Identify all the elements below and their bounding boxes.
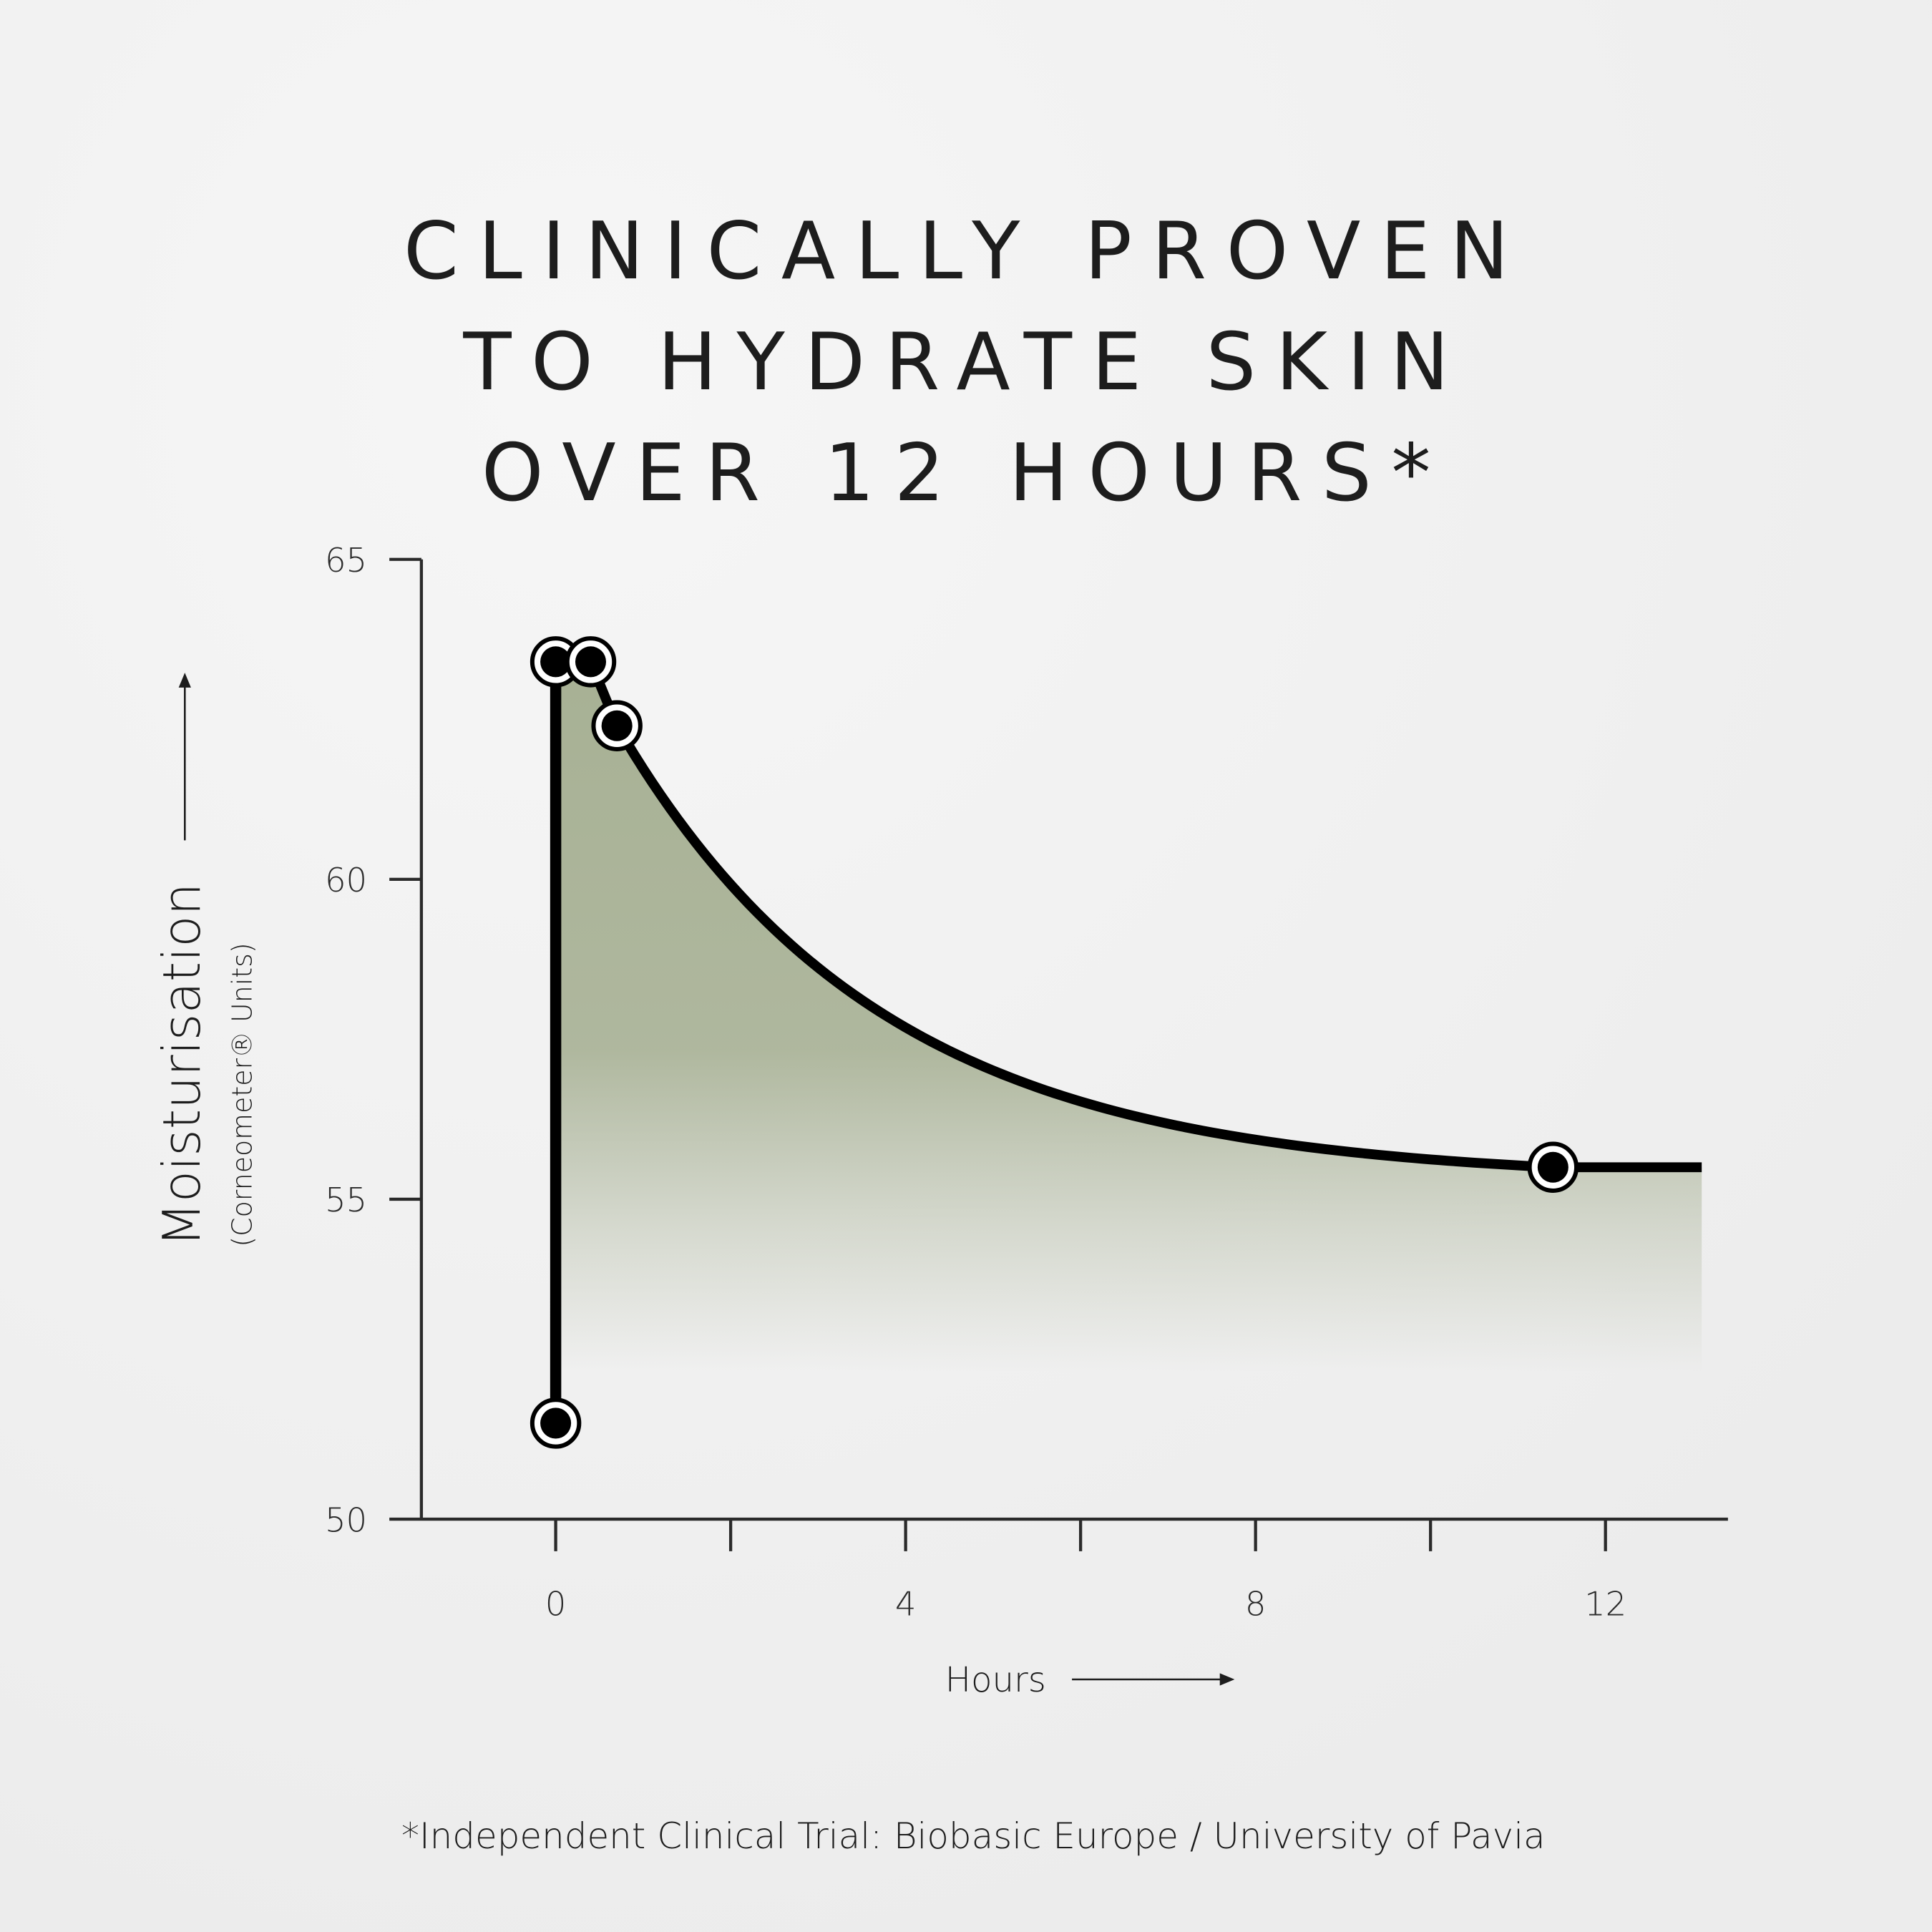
y-tick-label-60: 60 <box>325 861 367 899</box>
footnote: *Independent Clinical Trial: Biobasic Eu… <box>401 1815 1546 1857</box>
area-fill <box>555 661 1702 1392</box>
data-point-4 <box>1537 1151 1568 1183</box>
data-point-1 <box>540 646 572 678</box>
y-tick-label-55: 55 <box>325 1181 367 1219</box>
x-tick-label-4: 4 <box>895 1584 917 1623</box>
y-axis-label: Moisturisation (Corneometer® Units) <box>152 673 258 1247</box>
x-tick-label-12: 12 <box>1584 1584 1626 1623</box>
x-axis-title: Hours <box>945 1660 1046 1700</box>
y-tick-label-50: 50 <box>325 1501 367 1539</box>
y-tick-label-65: 65 <box>325 541 367 580</box>
series-line <box>555 656 1702 1173</box>
y-axis-arrow-head <box>178 673 191 688</box>
x-tick-label-0: 0 <box>545 1584 567 1623</box>
data-point-2 <box>575 646 607 678</box>
y-axis-subtitle: (Corneometer® Units) <box>226 942 258 1246</box>
title-line-2: TO HYDRATE SKIN <box>462 316 1468 408</box>
x-axis-arrow-head <box>1219 1673 1235 1686</box>
y-axis-title: Moisturisation <box>152 883 213 1247</box>
title-line-1: CLINICALLY PROVEN <box>404 205 1528 297</box>
x-tick-label-8: 8 <box>1245 1584 1267 1623</box>
data-point-3 <box>601 710 633 741</box>
title-line-3: OVER 12 HOURS* <box>482 427 1450 519</box>
data-point-0 <box>540 1407 572 1439</box>
